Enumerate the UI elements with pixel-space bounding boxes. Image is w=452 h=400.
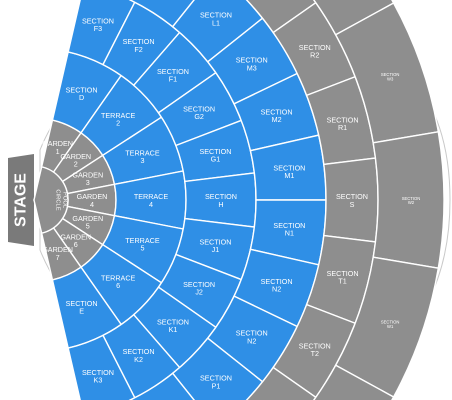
section-section-h-f-ring-5[interactable]: SECTION H [184,172,257,228]
stage-block [8,154,34,246]
section-section-s-q-ring-5[interactable]: SECTION S [323,157,379,243]
stage-label: STAGE [13,173,30,227]
section-section-h-f-ring-5-shape[interactable] [184,172,257,228]
section-section-k3-f-ring-10-shape[interactable] [67,334,136,400]
section-section-u1-q-ring-8[interactable]: SECTIONU1 [226,366,317,400]
section-section-w2-v-ring-3[interactable]: SECTION W2 [372,131,445,269]
section-section-s-q-ring-5-shape[interactable] [323,157,379,243]
stage: STAGE [8,154,34,246]
section-section-u1-q-ring-8-shape[interactable] [226,366,317,400]
section-section-x1-v-ring-5[interactable]: SECTIONX1 [265,364,395,400]
pool-circle-shape[interactable] [33,166,69,234]
section-section-x1-v-ring-5-shape[interactable] [265,364,395,400]
section-section-w2-v-ring-3-shape[interactable] [372,131,445,269]
